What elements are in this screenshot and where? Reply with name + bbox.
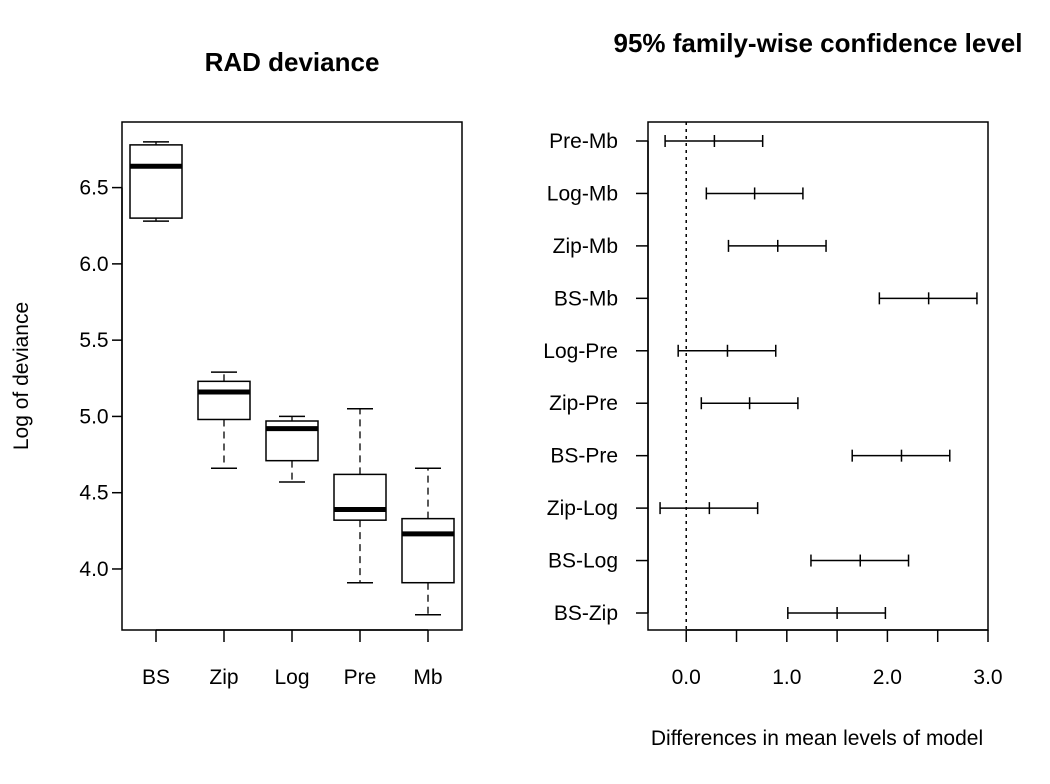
interval-bs-pre [851, 449, 951, 462]
x-tick-label: Pre [344, 666, 377, 689]
y-tick-label: Zip-Pre [549, 392, 618, 415]
y-tick-label: 5.5 [79, 329, 108, 352]
iqr-box [401, 517, 455, 584]
box-bs [129, 141, 183, 222]
ci-title: 95% family-wise confidence level [614, 28, 1023, 58]
iqr-box [129, 144, 183, 219]
y-tick-label: 4.0 [79, 558, 108, 581]
boxplot-panel: RAD deviance Log of deviance 4.0 4.5 5.0 5.… [10, 47, 463, 689]
ci-plot-frame [647, 121, 989, 631]
y-tick-label: Zip-Mb [553, 235, 618, 258]
boxplot-x-axis: BS Zip Log Pre Mb [142, 629, 443, 689]
interval-zip-log [659, 502, 759, 515]
interval-log-pre [677, 344, 777, 357]
ci-x-axis: 0.0 1.0 2.0 3.0 [672, 629, 1003, 689]
boxplot-title: RAD deviance [205, 47, 380, 77]
interval-bs-mb [878, 292, 978, 305]
y-tick-label: Log-Pre [543, 340, 618, 363]
ci-x-axis-label: Differences in mean levels of model [651, 727, 983, 750]
ci-intervals [659, 135, 978, 619]
box-mb [401, 467, 455, 616]
box-zip [197, 371, 251, 470]
y-tick-label: Log-Mb [547, 182, 618, 205]
x-tick-label: Zip [209, 666, 238, 689]
interval-log-mb [705, 187, 804, 200]
x-tick-label: 3.0 [973, 666, 1002, 689]
x-tick-label: 2.0 [873, 666, 902, 689]
boxplot-y-axis: 4.0 4.5 5.0 5.5 6.0 6.5 [79, 177, 123, 581]
y-tick-label: 6.0 [79, 253, 108, 276]
y-tick-label: BS-Pre [550, 445, 618, 468]
confidence-interval-panel: 95% family-wise confidence level Differe… [543, 28, 1022, 750]
y-tick-label: BS-Log [548, 550, 618, 573]
x-tick-label: 0.0 [672, 666, 701, 689]
y-tick-label: Zip-Log [547, 497, 618, 520]
boxplot-boxes [129, 141, 455, 616]
iqr-box [197, 380, 251, 421]
y-tick-label: Pre-Mb [549, 130, 618, 153]
y-tick-label: 6.5 [79, 177, 108, 200]
interval-zip-mb [727, 239, 827, 252]
interval-zip-pre [700, 397, 799, 410]
box-pre [333, 408, 387, 584]
y-tick-label: BS-Mb [554, 287, 618, 310]
x-tick-label: Log [274, 666, 309, 689]
interval-bs-log [810, 554, 910, 567]
interval-bs-zip [787, 607, 887, 619]
box-log [265, 415, 319, 483]
interval-pre-mb [664, 135, 764, 147]
x-tick-label: Mb [413, 666, 442, 689]
x-tick-label: BS [142, 666, 170, 689]
y-tick-label: 4.5 [79, 482, 108, 505]
iqr-box [333, 473, 387, 521]
x-tick-label: 1.0 [772, 666, 801, 689]
boxplot-y-axis-label: Log of deviance [10, 302, 33, 450]
ci-y-axis: Pre-Mb Log-Mb Zip-Mb BS-Mb Log-Pre Zip-Pre BS-… [543, 130, 649, 625]
y-tick-label: BS-Zip [554, 602, 618, 625]
y-tick-label: 5.0 [79, 405, 108, 428]
